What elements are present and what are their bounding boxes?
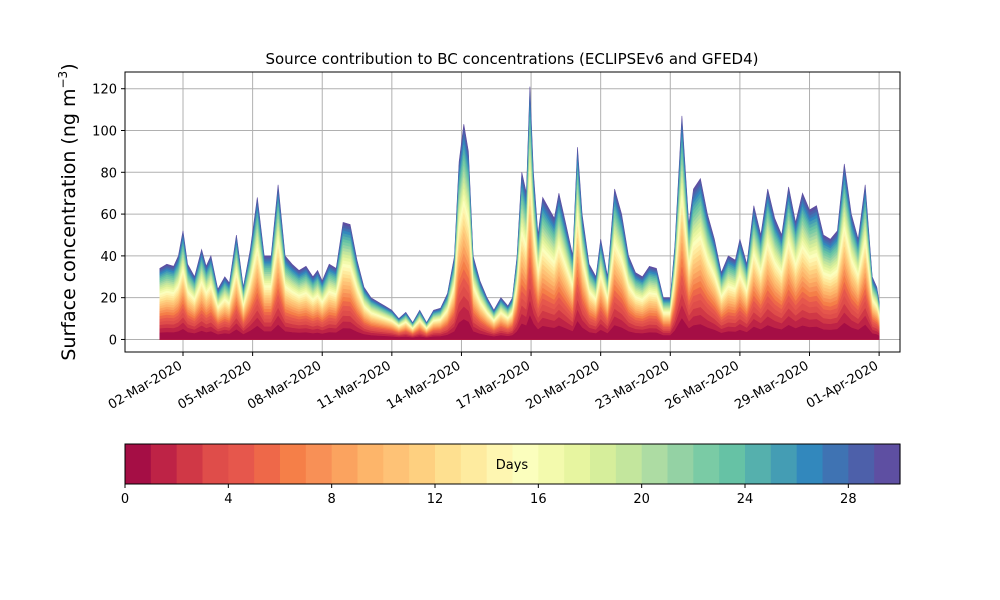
colorbar-bin [254,444,281,484]
y-axis-label: Surface concentration (ng m−3) [56,63,80,360]
colorbar-bin [822,444,849,484]
colorbar-bin [693,444,720,484]
colorbar-bin [796,444,824,484]
colorbar-tick-label: 8 [328,492,336,507]
y-tick-label: 0 [109,333,117,348]
x-tick-label: 01-Apr-2020 [804,358,881,411]
y-tick-label: 120 [92,83,117,98]
y-tick-label: 20 [100,292,117,307]
x-tick-label: 05-Mar-2020 [175,358,254,412]
colorbar-bin [176,444,204,484]
y-tick-label: 80 [100,166,117,181]
colorbar-bin [770,444,798,484]
colorbar-bin [202,444,229,484]
x-tick-label: 08-Mar-2020 [245,358,324,412]
colorbar-bin [383,444,410,484]
colorbar-tick-label: 24 [737,492,754,507]
colorbar-tick-label: 28 [840,492,857,507]
colorbar-bin [357,444,384,484]
colorbar-bin [280,444,307,484]
colorbar-bin [590,444,617,484]
colorbar-bin [641,444,669,484]
x-tick-label: 20-Mar-2020 [524,358,603,412]
x-tick-label: 26-Mar-2020 [663,358,742,412]
colorbar-bin [125,444,152,484]
colorbar-tick-label: 12 [427,492,444,507]
colorbar-bin [667,444,694,484]
colorbar-bin [719,444,746,484]
plot-frame [124,71,901,353]
y-axis: 0 20 40 60 80 100 120 [92,83,125,348]
area-band-day-0 [159,315,880,340]
y-tick-label: 60 [100,208,117,223]
x-tick-label: 11-Mar-2020 [315,358,394,412]
y-tick-label: 40 [100,250,117,265]
x-tick-label: 23-Mar-2020 [593,358,672,412]
colorbar-tick-label: 4 [224,492,232,507]
colorbar-bin [460,444,488,484]
stacked-area-series [159,86,880,340]
colorbar-tick-label: 16 [530,492,547,507]
colorbar-label: Days [496,458,529,473]
colorbar-bin [409,444,436,484]
x-tick-label: 17-Mar-2020 [454,358,533,412]
colorbar-bin [564,444,591,484]
colorbar-bin [745,444,772,484]
colorbar-bin [150,444,178,484]
colorbar-tick-label: 0 [121,492,129,507]
x-tick-label: 14-Mar-2020 [384,358,463,412]
colorbar-bin [486,444,514,484]
colorbar-bin [874,444,901,484]
colorbar-bin [435,444,462,484]
colorbar-frame [124,443,901,485]
y-tick-label: 100 [92,125,117,140]
colorbar-bin [848,444,875,484]
colorbar-bin [512,444,539,484]
colorbar-bin [331,444,359,484]
x-tick-label: 29-Mar-2020 [732,358,811,412]
colorbar-bin [305,444,333,484]
colorbar-tick-label: 20 [633,492,650,507]
x-tick-label: 02-Mar-2020 [106,358,185,412]
colorbar-bin [615,444,643,484]
colorbar-bin [228,444,255,484]
x-axis: 02-Mar-202005-Mar-202008-Mar-202011-Mar-… [106,352,881,413]
colorbar: 0 4 8 12 16 20 24 28 [121,443,901,507]
chart-title: Source contribution to BC concentrations… [265,50,758,68]
colorbar-bin [538,444,565,484]
